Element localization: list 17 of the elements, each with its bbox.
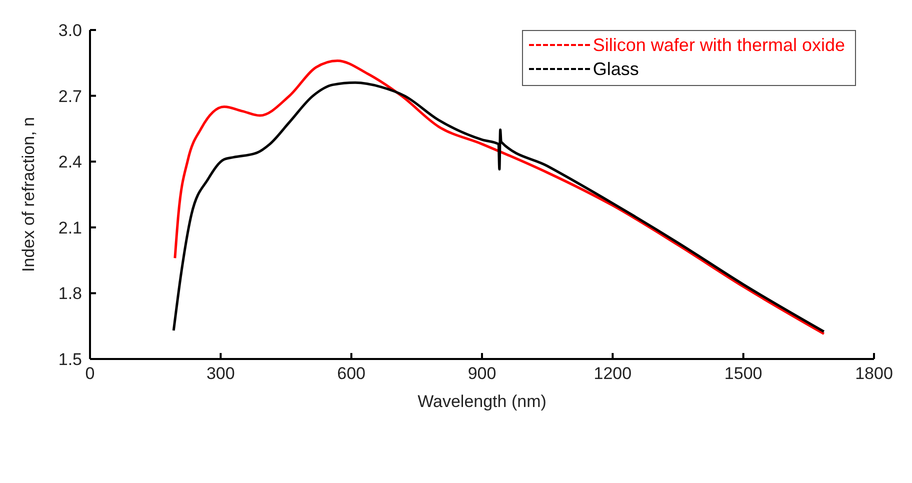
legend-label: Silicon wafer with thermal oxide xyxy=(592,34,845,57)
legend-label: Glass xyxy=(592,58,639,81)
x-tick-label: 1500 xyxy=(724,364,762,384)
x-tick-label: 300 xyxy=(206,364,235,384)
y-tick-label: 2.7 xyxy=(58,86,82,106)
y-tick-label: 1.5 xyxy=(58,350,82,370)
y-tick-label: 1.8 xyxy=(58,284,82,304)
y-tick-label: 2.4 xyxy=(58,152,82,172)
x-axis-title: Wavelength (nm) xyxy=(418,392,546,411)
x-tick-label: 1800 xyxy=(855,364,893,384)
y-tick-label: 3.0 xyxy=(58,21,82,40)
y-axis-title: Index of refraction, n xyxy=(19,117,38,272)
x-tick-label: 900 xyxy=(468,364,496,384)
x-tick-label: 1200 xyxy=(594,364,632,384)
x-tick-label: 0 xyxy=(85,364,95,384)
x-tick-label: 600 xyxy=(337,364,366,384)
y-tick-label: 2.1 xyxy=(58,218,82,238)
